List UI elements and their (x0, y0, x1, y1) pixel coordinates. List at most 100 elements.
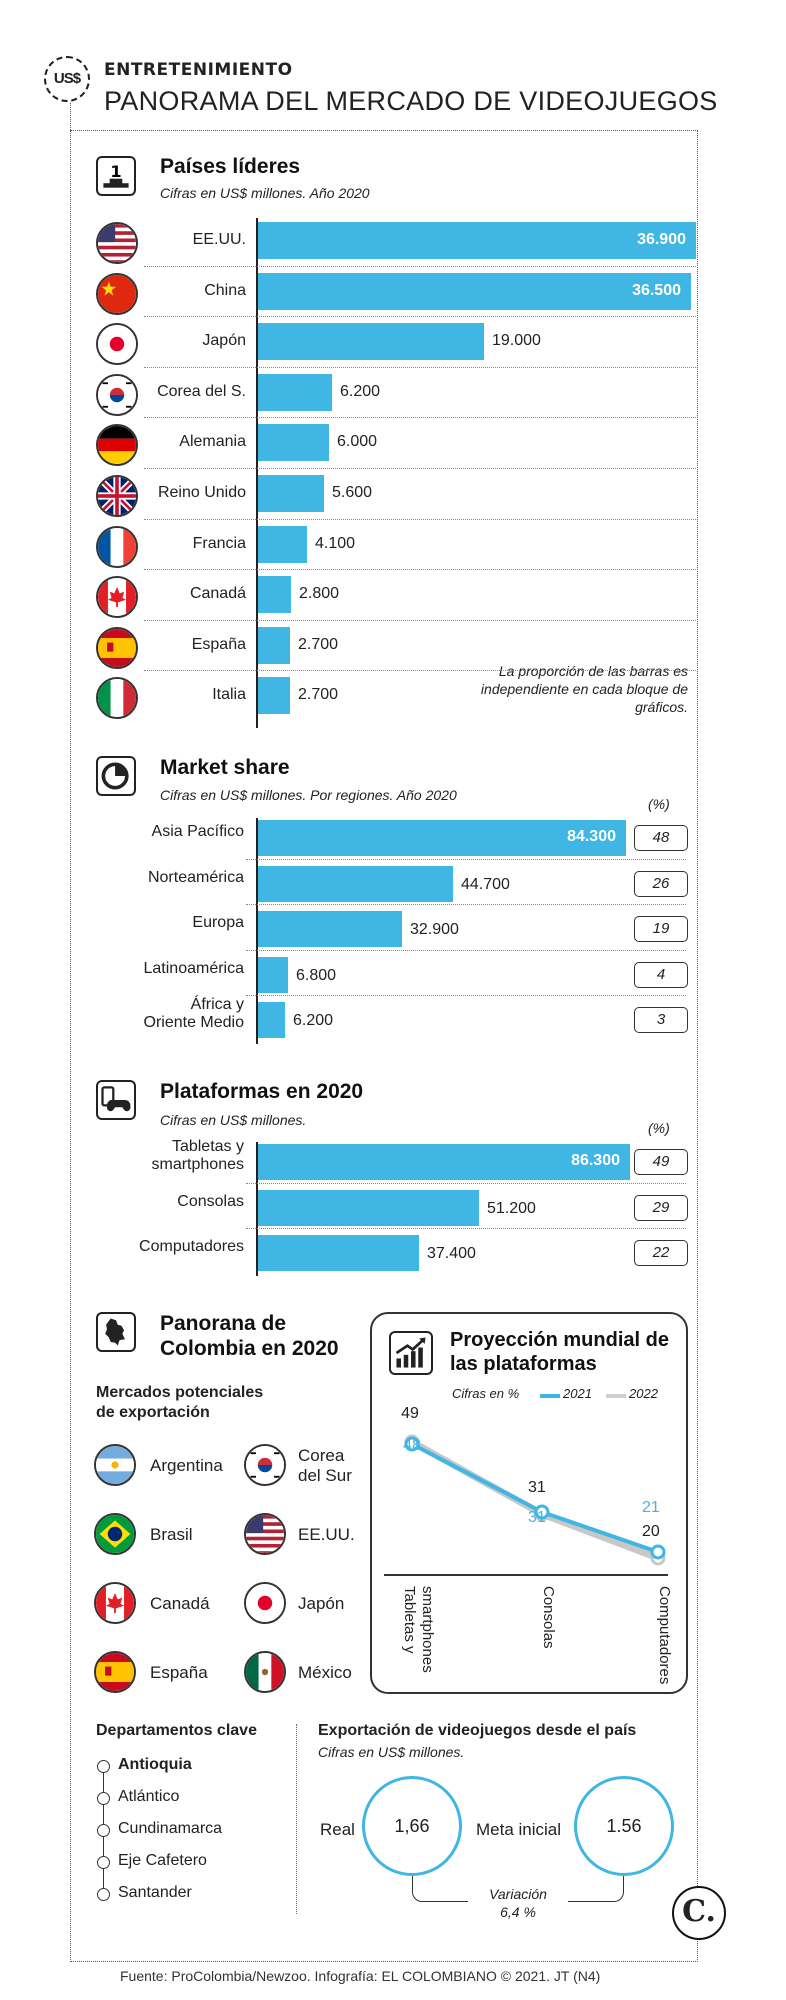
category-computadores: Computadores (656, 1586, 673, 1684)
label-2021-consolas: 31 (528, 1509, 546, 1526)
market-percent-asia-pacifico: 48 (634, 825, 688, 851)
label-2022-computadores: 20 (642, 1523, 660, 1540)
value-ee-uu: 36.900 (637, 231, 686, 248)
label-reino-unido: Reino Unido (157, 484, 246, 501)
header-kicker: ENTRETENIMIENTO (104, 60, 293, 80)
market-bar-europa (258, 911, 402, 947)
market-percent-europa: 19 (634, 916, 688, 942)
market-axis (256, 818, 258, 1044)
market-brasil: Brasil (150, 1525, 193, 1544)
department-cundinamarca: Cundinamarca (118, 1820, 223, 1837)
argentina-flag-icon (94, 1444, 136, 1486)
department-dot (97, 1792, 110, 1805)
market-argentina: Argentina (150, 1456, 223, 1475)
point-2021-computadores (650, 1544, 666, 1560)
market-japon: Japón (298, 1594, 345, 1613)
section-subtitle-plataformas: Cifras en US$ millones. (160, 1112, 307, 1128)
plat-row-divider (246, 1182, 686, 1184)
department-antioquia: Antioquia (118, 1756, 192, 1773)
colombia-divider (296, 1724, 297, 1914)
ee-uu-flag-icon (96, 222, 138, 264)
label-espana: España (191, 635, 246, 653)
francia-flag-icon (96, 525, 138, 568)
japon-flag-icon (96, 323, 138, 366)
bar-corea-del-s (258, 373, 332, 411)
bar-ee-uu (258, 222, 696, 259)
footer-source: Fuente: ProColombia/Newzoo. Infografía: … (120, 1968, 601, 1984)
legend-2021-swatch (540, 1394, 560, 1398)
export-real-circle: 1,66 (362, 1776, 462, 1876)
market-value-africa-y-oriente-medio: 6.200 (293, 1012, 334, 1029)
plat-bar-consolas (258, 1189, 479, 1226)
label-2021-computadores: 21 (642, 1499, 660, 1516)
label-japon: Japón (202, 332, 246, 350)
value-corea-del-s: 6.200 (340, 382, 381, 400)
row-divider (144, 316, 696, 318)
row-divider (144, 619, 696, 621)
section-title-paises: Países líderes (160, 155, 301, 178)
section-subtitle-market: Cifras en US$ millones. Por regiones. Añ… (160, 787, 457, 803)
export-goal-label: Meta inicial (476, 1820, 562, 1839)
plat-percent-tabletas-y-smartphones: 49 (634, 1149, 688, 1175)
section-title-market: Market share (160, 756, 290, 779)
frame-dotted-left-tail (70, 80, 71, 132)
growth-chart-icon (389, 1331, 433, 1375)
market-value-europa: 32.900 (410, 921, 459, 938)
bar-canada (258, 576, 291, 614)
mexico-flag-icon (244, 1651, 286, 1693)
market-eeuu: EE.UU. (298, 1525, 355, 1544)
market-canada: Canadá (150, 1594, 210, 1613)
espana-flag-icon-2 (94, 1651, 136, 1693)
market-pct-header: (%) (648, 796, 670, 812)
legend-2022-label: 2022 (629, 1386, 658, 1401)
department-dot (97, 1824, 110, 1837)
export-subtitle: Cifras en US$ millones. (318, 1744, 465, 1760)
brand-logo: C. (672, 1886, 726, 1940)
label-2022-consolas: 31 (528, 1479, 546, 1496)
legend-2021-label: 2021 (563, 1386, 592, 1401)
variation-value: 6,4 % (500, 1904, 536, 1920)
bar-china (258, 272, 691, 310)
espana-flag-icon (96, 626, 138, 669)
row-divider (144, 569, 696, 571)
canada-flag-icon-2 (94, 1582, 136, 1624)
market-row-divider (246, 858, 686, 860)
category-consolas: Consolas (540, 1586, 557, 1649)
bar-espana (258, 626, 290, 664)
departments-title: Departamentos clave (96, 1722, 257, 1739)
markets-title-1: Mercados potenciales (96, 1384, 264, 1401)
reino-unido-flag-icon (96, 475, 138, 517)
market-percent-africa-y-oriente-medio: 3 (634, 1007, 688, 1033)
corea-del-s-flag-icon (96, 373, 138, 416)
plataformas-axis (256, 1142, 258, 1276)
plat-value-tabletas-y-smartphones: 86.300 (571, 1152, 620, 1169)
market-bar-norteamerica (258, 865, 453, 902)
paises-axis (256, 218, 258, 728)
market-row-divider (246, 904, 686, 905)
italia-flag-icon (96, 677, 138, 720)
colombia-title-1: Panorana de (160, 1312, 287, 1335)
plat-label-consolas: Consolas (177, 1192, 244, 1210)
plat-percent-consolas: 29 (634, 1194, 688, 1221)
proyeccion-title: Proyección mundial de las plataformas (450, 1329, 669, 1375)
section-subtitle-paises: Cifras en US$ millones. Año 2020 (160, 185, 370, 201)
row-divider (144, 265, 696, 267)
market-bar-asia-pacifico (258, 820, 626, 856)
point-2021-consolas (534, 1504, 550, 1520)
market-row-divider (246, 949, 686, 951)
row-divider (144, 417, 696, 419)
market-bar-africa-y-oriente-medio (258, 1002, 285, 1038)
frame-dotted (70, 130, 698, 1962)
department-dot (97, 1856, 110, 1869)
department-dot (97, 1760, 110, 1773)
label-2022-tabletas-y-smartphones: 49 (401, 1405, 419, 1422)
eeuu-flag-icon-2 (244, 1513, 286, 1555)
japon-flag-icon-2 (244, 1582, 286, 1624)
colombia-map-icon (96, 1312, 136, 1352)
label-corea-del-s: Corea del S. (157, 382, 246, 400)
plat-row-divider (246, 1228, 686, 1229)
label-italia: Italia (212, 686, 246, 704)
value-japon: 19.000 (492, 332, 541, 350)
category-tabletas-y-smartphones-1: smartphones (419, 1586, 436, 1673)
plat-label-tabletas-y-smartphones: Tabletas y smartphones (151, 1138, 245, 1173)
